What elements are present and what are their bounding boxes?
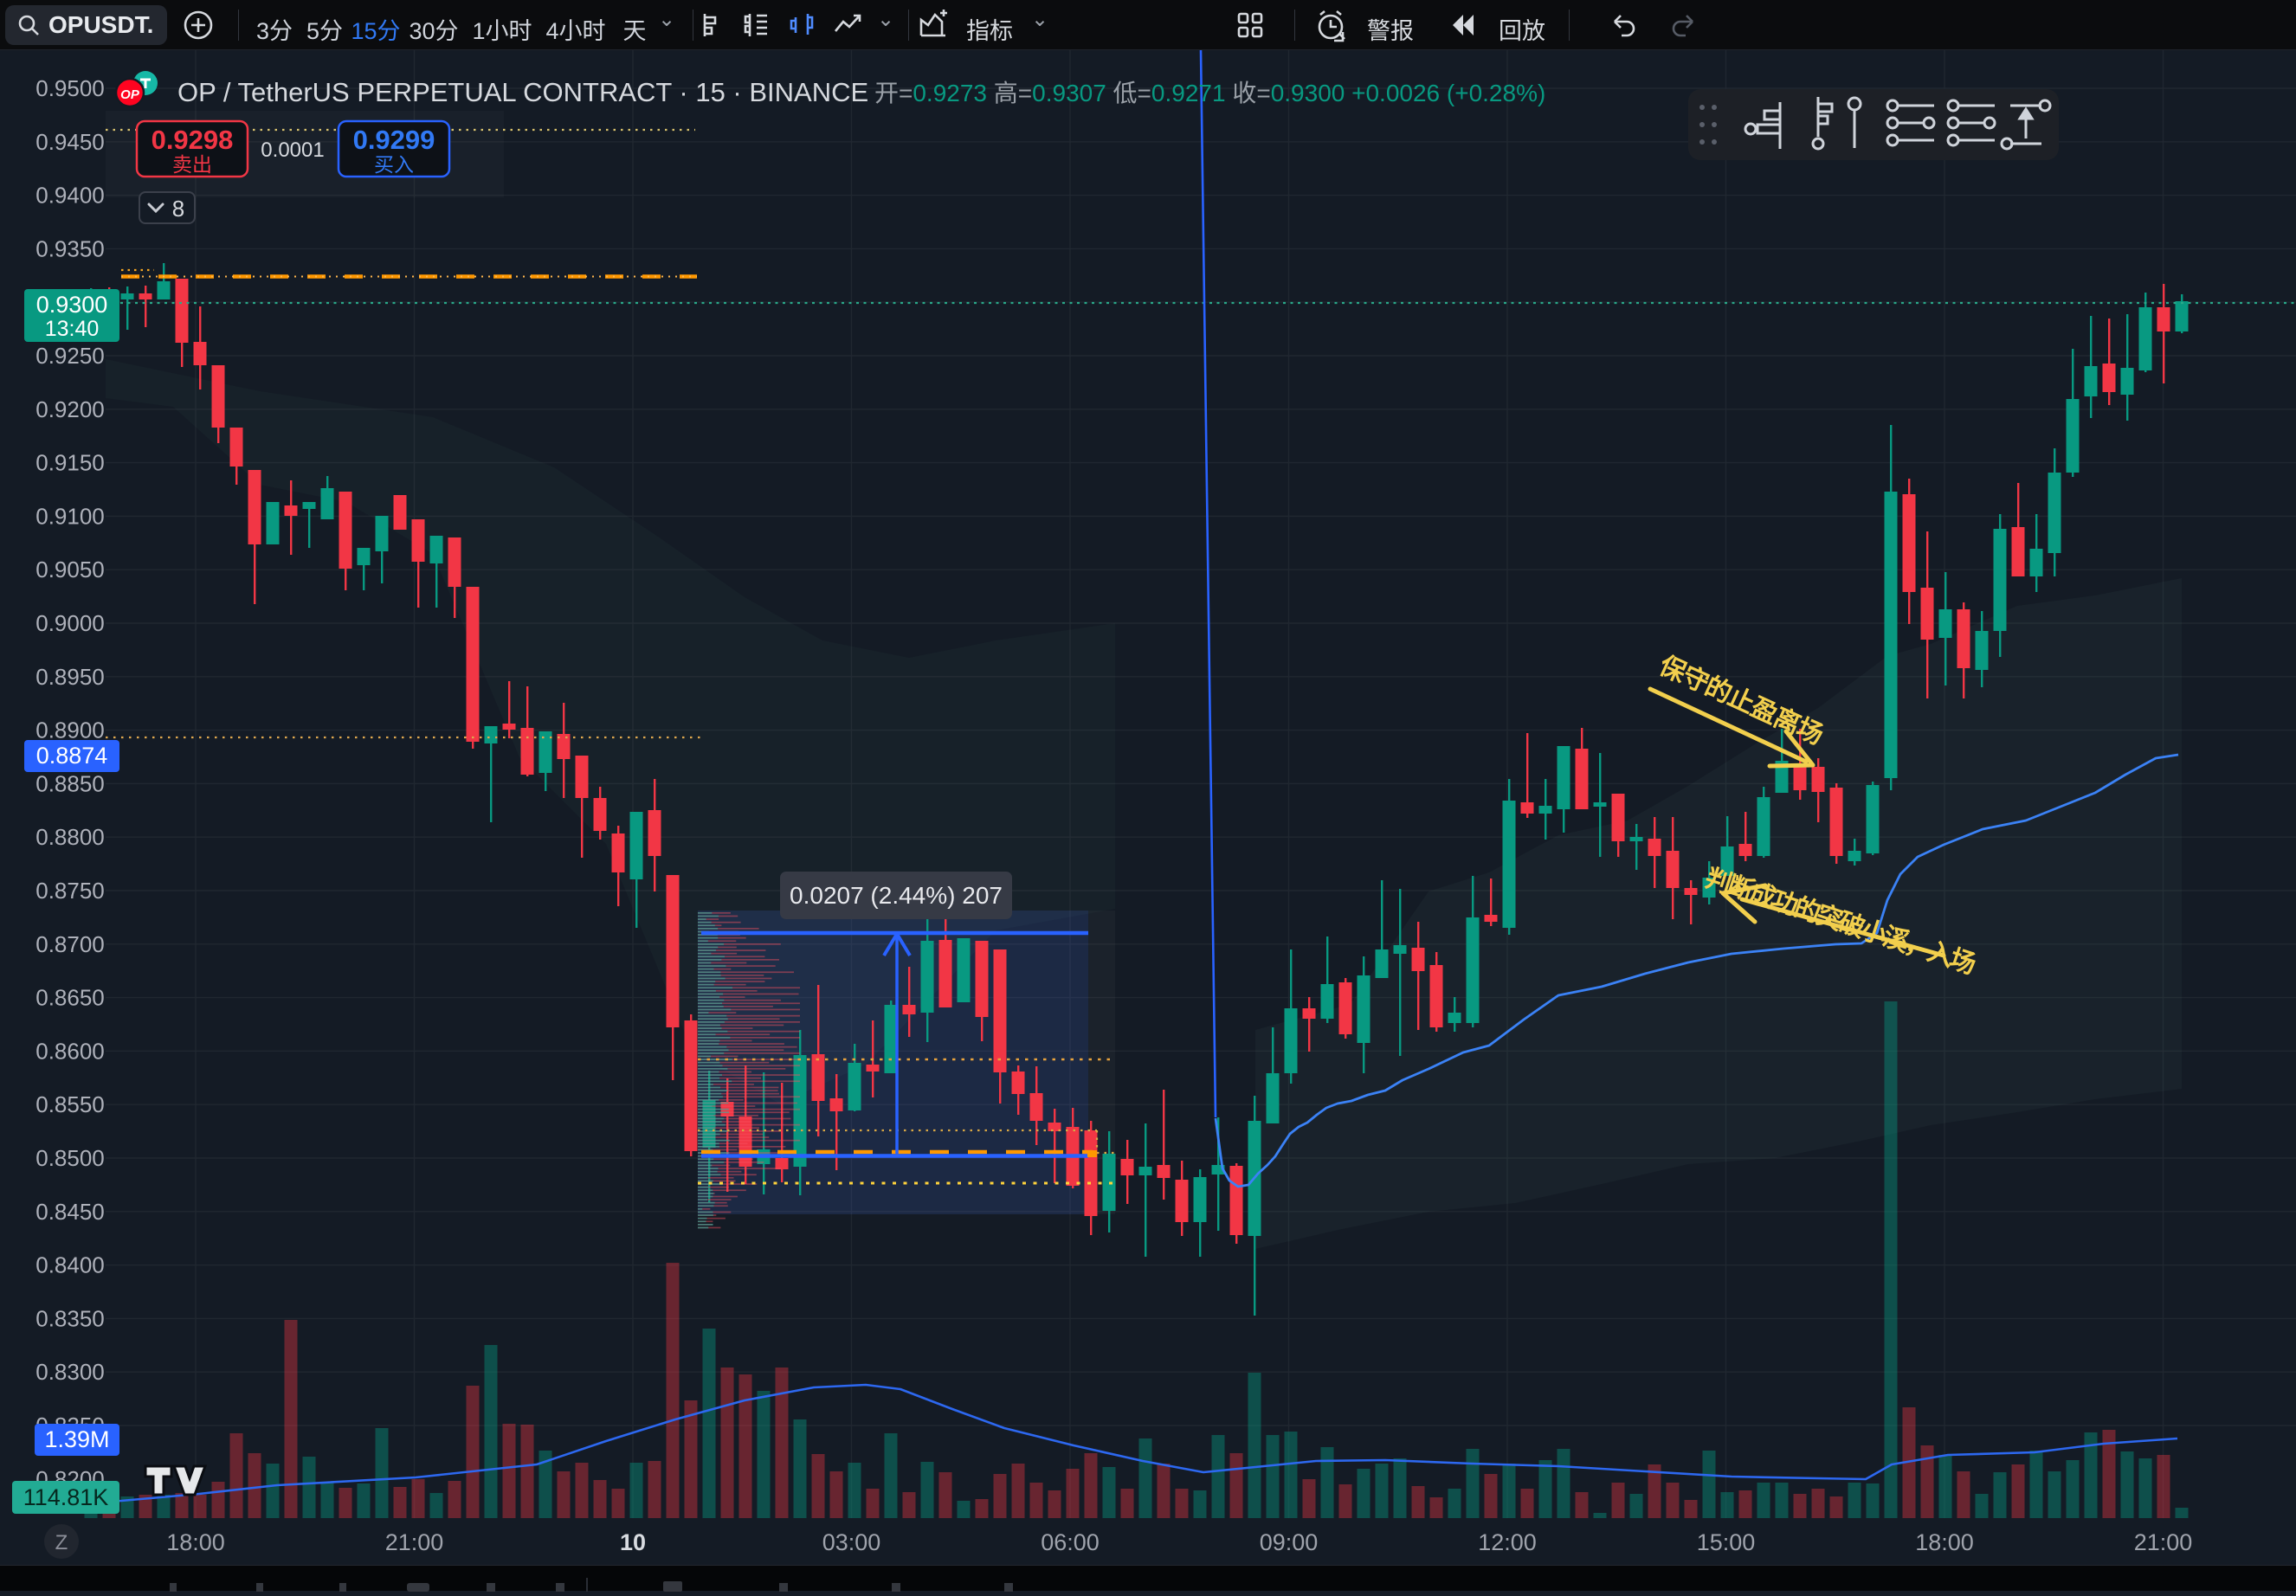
svg-text:0.8650: 0.8650 [35, 985, 105, 1011]
svg-text:8: 8 [172, 196, 184, 222]
svg-text:保守的止盈离场: 保守的止盈离场 [1654, 651, 1826, 750]
svg-text:0.9200: 0.9200 [35, 396, 105, 422]
svg-text:OP / TetherUS PERPETUAL CONTRA: OP / TetherUS PERPETUAL CONTRACT · 15 · … [177, 77, 868, 107]
svg-text:Z: Z [55, 1531, 68, 1554]
svg-text:18:00: 18:00 [1915, 1529, 1974, 1555]
svg-text:06:00: 06:00 [1041, 1529, 1100, 1555]
svg-text:0.9299: 0.9299 [353, 125, 435, 155]
svg-text:0.8600: 0.8600 [35, 1038, 105, 1064]
svg-text:0.9000: 0.9000 [35, 610, 105, 636]
svg-text:10: 10 [620, 1529, 646, 1555]
svg-text:0.8300: 0.8300 [35, 1359, 105, 1385]
svg-text:0.8550: 0.8550 [35, 1091, 105, 1117]
svg-text:0.8900: 0.8900 [35, 718, 105, 743]
svg-text:21:00: 21:00 [2134, 1529, 2193, 1555]
svg-text:OP: OP [120, 87, 140, 102]
svg-text:0.8450: 0.8450 [35, 1199, 105, 1225]
svg-text:15:00: 15:00 [1697, 1529, 1756, 1555]
svg-text:开=0.9273 高=0.9307 低=0.9271 收=0: 开=0.9273 高=0.9307 低=0.9271 收=0.9300 +0.0… [874, 80, 1545, 106]
svg-text:0.0207 (2.44%) 207: 0.0207 (2.44%) 207 [790, 882, 1003, 909]
svg-text:0.9298: 0.9298 [152, 125, 234, 155]
svg-text:0.8400: 0.8400 [35, 1252, 105, 1278]
svg-text:0.8800: 0.8800 [35, 824, 105, 850]
svg-text:0.8700: 0.8700 [35, 931, 105, 957]
svg-text:0.8750: 0.8750 [35, 878, 105, 904]
svg-text:卖出: 卖出 [172, 153, 212, 176]
svg-text:18:00: 18:00 [166, 1529, 225, 1555]
svg-text:13:40: 13:40 [45, 317, 100, 341]
svg-text:0.9300: 0.9300 [36, 292, 108, 318]
svg-text:0.9450: 0.9450 [35, 129, 105, 155]
svg-text:09:00: 09:00 [1260, 1529, 1319, 1555]
svg-text:0.9500: 0.9500 [35, 75, 105, 101]
svg-text:21:00: 21:00 [385, 1529, 444, 1555]
svg-text:0.8874: 0.8874 [36, 743, 108, 769]
svg-text:0.9350: 0.9350 [35, 235, 105, 261]
svg-text:0.8950: 0.8950 [35, 664, 105, 690]
svg-text:0.9400: 0.9400 [35, 183, 105, 209]
svg-text:0.0001: 0.0001 [261, 138, 324, 162]
svg-text:0.9050: 0.9050 [35, 557, 105, 582]
svg-text:买入: 买入 [374, 153, 414, 176]
svg-text:0.9100: 0.9100 [35, 503, 105, 529]
svg-text:114.81K: 114.81K [23, 1484, 109, 1510]
svg-text:1.39M: 1.39M [44, 1426, 109, 1452]
svg-text:03:00: 03:00 [822, 1529, 881, 1555]
svg-text:0.9150: 0.9150 [35, 450, 105, 476]
svg-text:0.9250: 0.9250 [35, 343, 105, 369]
svg-text:0.8850: 0.8850 [35, 770, 105, 796]
svg-text:12:00: 12:00 [1478, 1529, 1537, 1555]
svg-text:0.8350: 0.8350 [35, 1305, 105, 1331]
svg-text:0.8500: 0.8500 [35, 1145, 105, 1171]
